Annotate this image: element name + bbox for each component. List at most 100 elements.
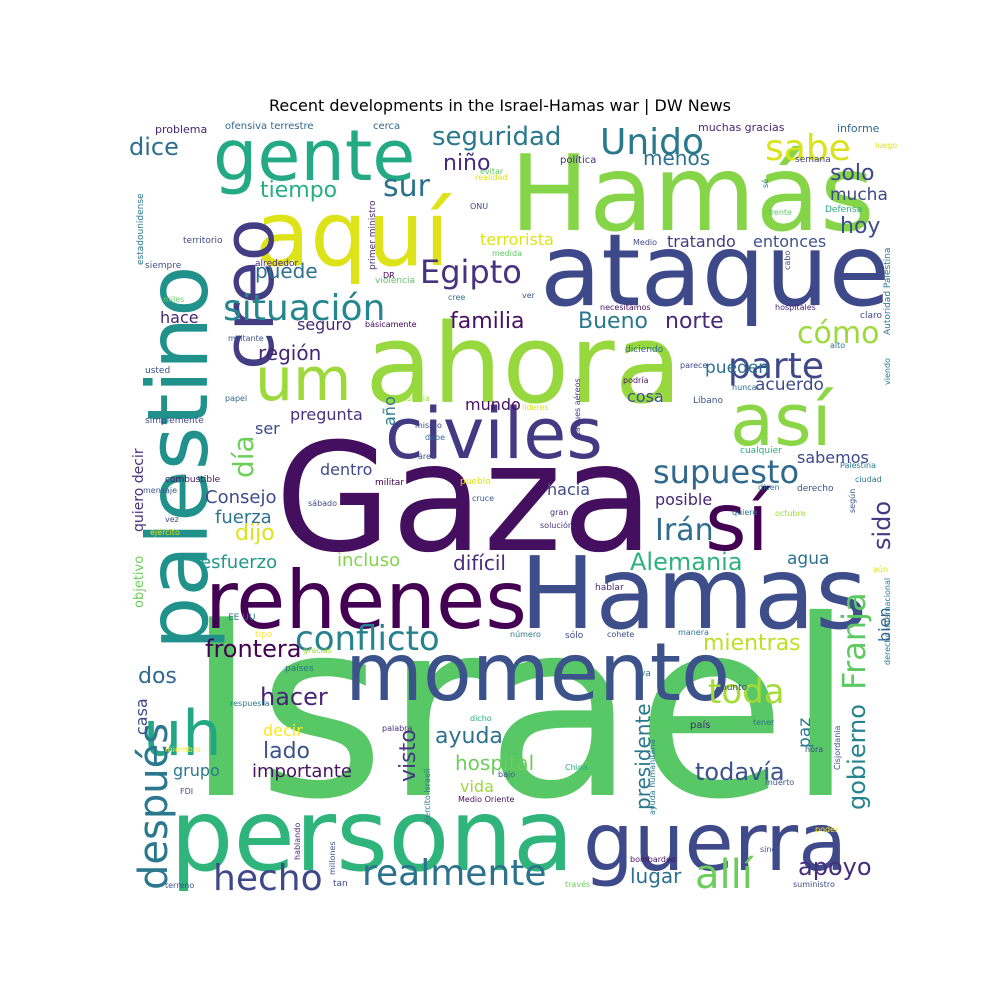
cloud-word: cerca <box>373 121 400 132</box>
cloud-word: solución <box>540 520 573 530</box>
cloud-word: hecho <box>213 858 323 895</box>
cloud-word: Franja <box>835 592 873 690</box>
cloud-word: toda <box>708 672 785 712</box>
cloud-word: Defensa <box>825 205 862 215</box>
cloud-word: Palestina <box>840 461 876 470</box>
cloud-word: mundo <box>465 395 521 414</box>
cloud-word: vida <box>460 777 494 796</box>
cloud-word: supuesto <box>653 453 799 491</box>
cloud-word: cosa <box>627 387 664 406</box>
cloud-word: así <box>730 378 834 462</box>
cloud-word: ser <box>255 419 280 438</box>
cloud-word: ejército <box>150 527 180 537</box>
cloud-word: gobierno <box>843 704 871 810</box>
cloud-word: millones <box>328 841 337 875</box>
cloud-word: allí <box>695 852 755 895</box>
cloud-word: según <box>848 489 857 513</box>
cloud-word: miles <box>163 295 184 304</box>
cloud-word: países <box>285 664 314 674</box>
cloud-word: número <box>510 630 541 639</box>
cloud-word: solo <box>830 161 875 186</box>
cloud-word: Consejo <box>205 487 276 508</box>
cloud-word: China <box>565 763 588 772</box>
cloud-word: Alemania <box>630 548 743 576</box>
cloud-word: DR <box>383 271 395 280</box>
cloud-word: sólo <box>565 630 584 641</box>
cloud-word: día <box>227 435 260 478</box>
cloud-word: familia <box>450 309 524 334</box>
cloud-word: FDI <box>180 787 193 796</box>
cloud-word: Líbano <box>693 396 723 406</box>
cloud-word: incluso <box>337 550 400 571</box>
cloud-word: muchas gracias <box>698 121 785 134</box>
cloud-word: evitar <box>480 167 504 176</box>
cloud-word: Autoridad Palestina <box>883 248 893 335</box>
cloud-word: gracias <box>303 646 332 655</box>
cloud-word: mucha <box>830 185 888 205</box>
cloud-word: gente <box>213 120 415 197</box>
cloud-word: sur <box>383 169 431 204</box>
cloud-word: miembro <box>165 745 201 754</box>
cloud-word: momento <box>345 626 730 719</box>
cloud-word: bajo <box>498 770 515 779</box>
cloud-word: cohete <box>607 630 634 639</box>
cloud-word: frontera <box>205 635 301 663</box>
cloud-word: conflicto <box>295 619 440 659</box>
cloud-word: objetivo <box>132 556 147 608</box>
cloud-word: ataque <box>540 212 890 329</box>
cloud-word: tan <box>333 879 348 889</box>
cloud-word: política <box>560 154 596 166</box>
cloud-word: después <box>131 723 177 890</box>
cloud-word: alto <box>830 341 845 350</box>
cloud-word: simplemente <box>145 416 204 426</box>
cloud-word: historia <box>400 394 430 403</box>
cloud-word: ahora <box>365 300 682 428</box>
cloud-word: rehenes <box>205 554 527 647</box>
cloud-word: octubre <box>775 509 806 518</box>
cloud-word: Egipto <box>420 253 522 291</box>
cloud-word: militar <box>375 478 404 488</box>
cloud-word: manera <box>678 628 709 637</box>
cloud-word: alrededor <box>255 259 299 269</box>
cloud-word: hablar <box>595 583 624 593</box>
cloud-word: medida <box>492 249 522 258</box>
cloud-word: tratando <box>667 232 736 251</box>
cloud-word: país <box>690 719 710 731</box>
cloud-word: dicho <box>470 714 492 723</box>
cloud-word: fuerza <box>215 507 272 528</box>
cloud-word: seguro <box>297 315 352 334</box>
cloud-word: Cisjordania <box>833 725 842 770</box>
cloud-word: hoy <box>840 214 880 239</box>
cloud-word: siempre <box>145 261 182 271</box>
cloud-word: grupo <box>173 761 220 780</box>
cloud-word: sé <box>760 179 770 188</box>
cloud-word: paz <box>795 718 815 748</box>
cloud-word: estadounidense <box>136 193 146 265</box>
cloud-word: palestino <box>129 266 227 650</box>
cloud-word: muerto <box>765 778 794 787</box>
cloud-word: mientras <box>703 631 801 656</box>
cloud-word: lado <box>263 739 310 764</box>
cloud-word: entonces <box>753 232 826 251</box>
cloud-word: Hamás <box>510 133 875 255</box>
cloud-word: menos <box>643 146 710 170</box>
cloud-word: tener <box>753 718 775 727</box>
cloud-word: hora <box>805 745 823 754</box>
cloud-word: dos <box>138 664 177 689</box>
cloud-word: decir <box>263 721 303 740</box>
cloud-word: situación <box>223 288 385 329</box>
cloud-word: año <box>380 396 399 426</box>
cloud-word: apoyo <box>798 853 872 881</box>
cloud-word: Hamas <box>520 535 867 652</box>
cloud-word: ataques aéreos <box>572 378 582 440</box>
cloud-word: gran <box>550 508 568 517</box>
cloud-word: aún <box>873 565 888 574</box>
cloud-word: hablando <box>293 823 302 860</box>
cloud-word: informe <box>837 122 880 135</box>
cloud-word: Bueno <box>578 309 648 334</box>
cloud-word: cualquier <box>740 446 782 456</box>
cloud-word: podría <box>623 376 649 385</box>
cloud-word: terreno <box>165 881 194 890</box>
cloud-word: líderes <box>522 403 549 412</box>
cloud-word: sabemos <box>797 448 869 467</box>
